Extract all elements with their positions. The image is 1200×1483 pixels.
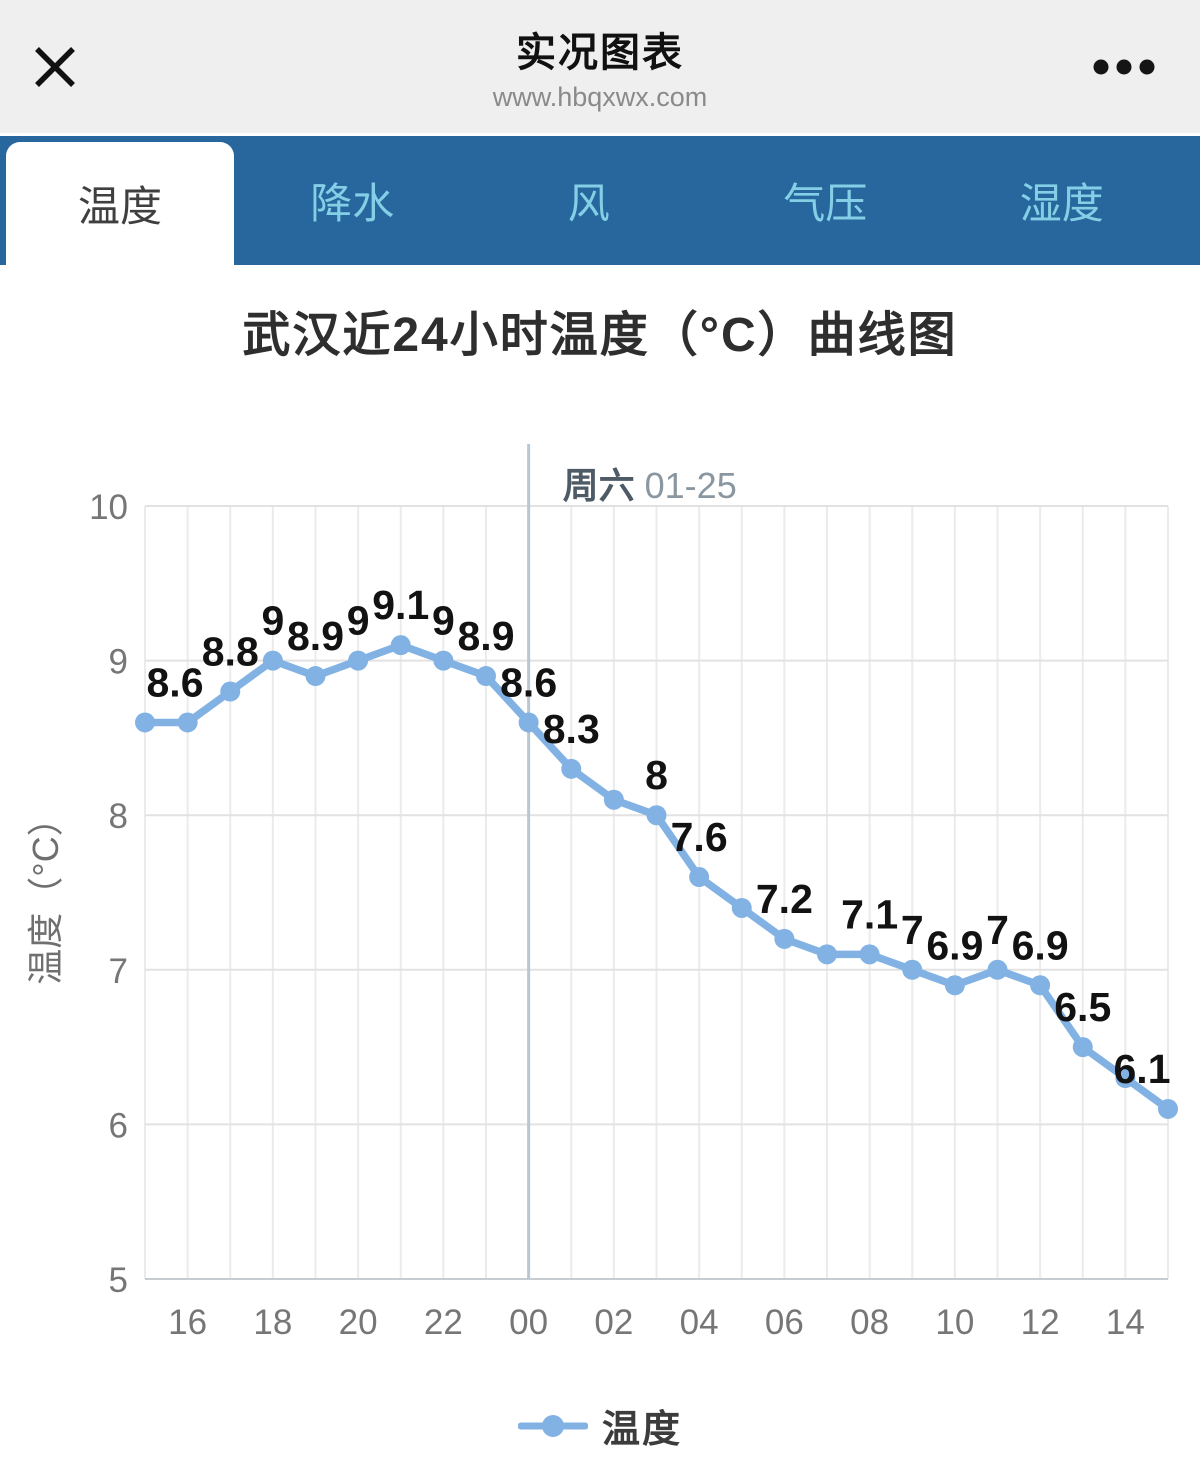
y-tick-label: 9 [109, 643, 128, 682]
data-point[interactable] [646, 805, 667, 826]
data-point[interactable] [603, 789, 624, 810]
data-point[interactable] [987, 959, 1008, 980]
ellipsis-icon [1093, 59, 1155, 74]
data-point[interactable] [774, 928, 795, 949]
point-label: 9 [261, 598, 284, 644]
tab-group: 降水 风 气压 湿度 [234, 136, 1200, 265]
x-tick-label: 12 [1021, 1303, 1060, 1342]
x-tick-label: 22 [424, 1303, 463, 1342]
point-label: 8.3 [543, 706, 600, 752]
point-label: 9 [347, 598, 370, 644]
data-point[interactable] [1158, 1098, 1178, 1119]
date-annotation: 周六 01-25 [563, 465, 737, 506]
tab-humidity[interactable]: 湿度 [1019, 180, 1104, 227]
data-point[interactable] [1030, 975, 1051, 996]
data-point[interactable] [1115, 1068, 1136, 1089]
x-tick-label: 10 [935, 1303, 974, 1342]
data-point[interactable] [561, 758, 582, 779]
tab-bar: 温度 降水 风 气压 湿度 [0, 133, 1200, 265]
y-tick-label: 5 [109, 1261, 128, 1300]
y-tick-label: 8 [109, 797, 128, 836]
tab-wind[interactable]: 风 [567, 180, 610, 227]
x-tick-label: 08 [850, 1303, 889, 1342]
point-label: 6.5 [1054, 984, 1111, 1030]
y-tick-label: 6 [109, 1106, 128, 1145]
point-label: 6.9 [1012, 922, 1069, 968]
x-tick-label: 00 [509, 1303, 548, 1342]
x-tick-label: 04 [680, 1303, 719, 1342]
data-point[interactable] [944, 975, 965, 996]
point-label: 7.2 [756, 876, 813, 922]
point-label: 7.1 [841, 891, 898, 937]
data-point[interactable] [817, 944, 837, 965]
data-point[interactable] [305, 666, 326, 687]
data-point[interactable] [902, 959, 923, 980]
data-point[interactable] [731, 897, 752, 918]
x-tick-label: 16 [168, 1303, 207, 1342]
point-label: 7 [901, 907, 924, 953]
x-tick-label: 20 [339, 1303, 378, 1342]
point-label: 8.8 [202, 629, 259, 675]
point-label: 8.6 [500, 659, 557, 705]
data-point[interactable] [689, 867, 710, 888]
point-label: 9 [432, 598, 455, 644]
point-label: 6.1 [1114, 1046, 1171, 1092]
point-label: 6.9 [926, 922, 983, 968]
x-tick-label: 18 [253, 1303, 292, 1342]
temperature-chart: 5 6 7 8 9 10 温度（°C） 16 18 20 22 00 02 04 06 08 10 12 14 周六 … [25, 444, 1178, 1342]
data-point[interactable] [262, 650, 283, 671]
data-point[interactable] [1072, 1037, 1093, 1058]
data-point[interactable] [177, 712, 198, 733]
point-label: 8.6 [147, 659, 204, 705]
legend-label: 温度 [601, 1409, 682, 1451]
point-label: 8 [645, 752, 668, 798]
point-label: 7 [986, 907, 1009, 953]
chart-title: 武汉近24小时温度（°C）曲线图 [242, 309, 958, 362]
data-point[interactable] [518, 712, 539, 733]
tab-temperature[interactable]: 温度 [6, 142, 234, 265]
y-tick-label: 10 [89, 488, 128, 527]
close-icon [35, 46, 75, 87]
x-tick-label: 06 [765, 1303, 804, 1342]
page-title: 实况图表 [516, 31, 684, 75]
point-label: 8.9 [287, 613, 344, 659]
data-point[interactable] [859, 944, 880, 965]
x-tick-label: 14 [1106, 1303, 1145, 1342]
webview-header: 实况图表 www.hbqxwx.com [0, 0, 1200, 133]
point-label: 8.9 [458, 613, 515, 659]
y-axis-title: 温度（°C） [25, 800, 66, 984]
data-point[interactable] [476, 666, 496, 687]
legend-line-dot-icon [517, 1414, 588, 1437]
data-point[interactable] [220, 681, 241, 702]
data-point[interactable] [390, 635, 411, 656]
legend-item-temperature[interactable]: 温度 [517, 1398, 682, 1453]
data-point[interactable] [135, 712, 155, 733]
page-url: www.hbqxwx.com [492, 82, 708, 112]
data-point[interactable] [433, 650, 454, 671]
legend: 温度 [0, 1398, 1200, 1453]
point-label: 7.6 [671, 814, 728, 860]
header-title-block: 实况图表 www.hbqxwx.com [0, 0, 1200, 133]
close-button[interactable] [0, 43, 110, 91]
tab-pressure[interactable]: 气压 [783, 180, 868, 227]
data-point[interactable] [348, 650, 369, 671]
point-label: 9.1 [372, 582, 429, 628]
y-tick-label: 7 [109, 952, 128, 991]
tab-precipitation[interactable]: 降水 [310, 180, 395, 227]
x-tick-label: 02 [594, 1303, 633, 1342]
menu-button[interactable] [1093, 0, 1155, 133]
